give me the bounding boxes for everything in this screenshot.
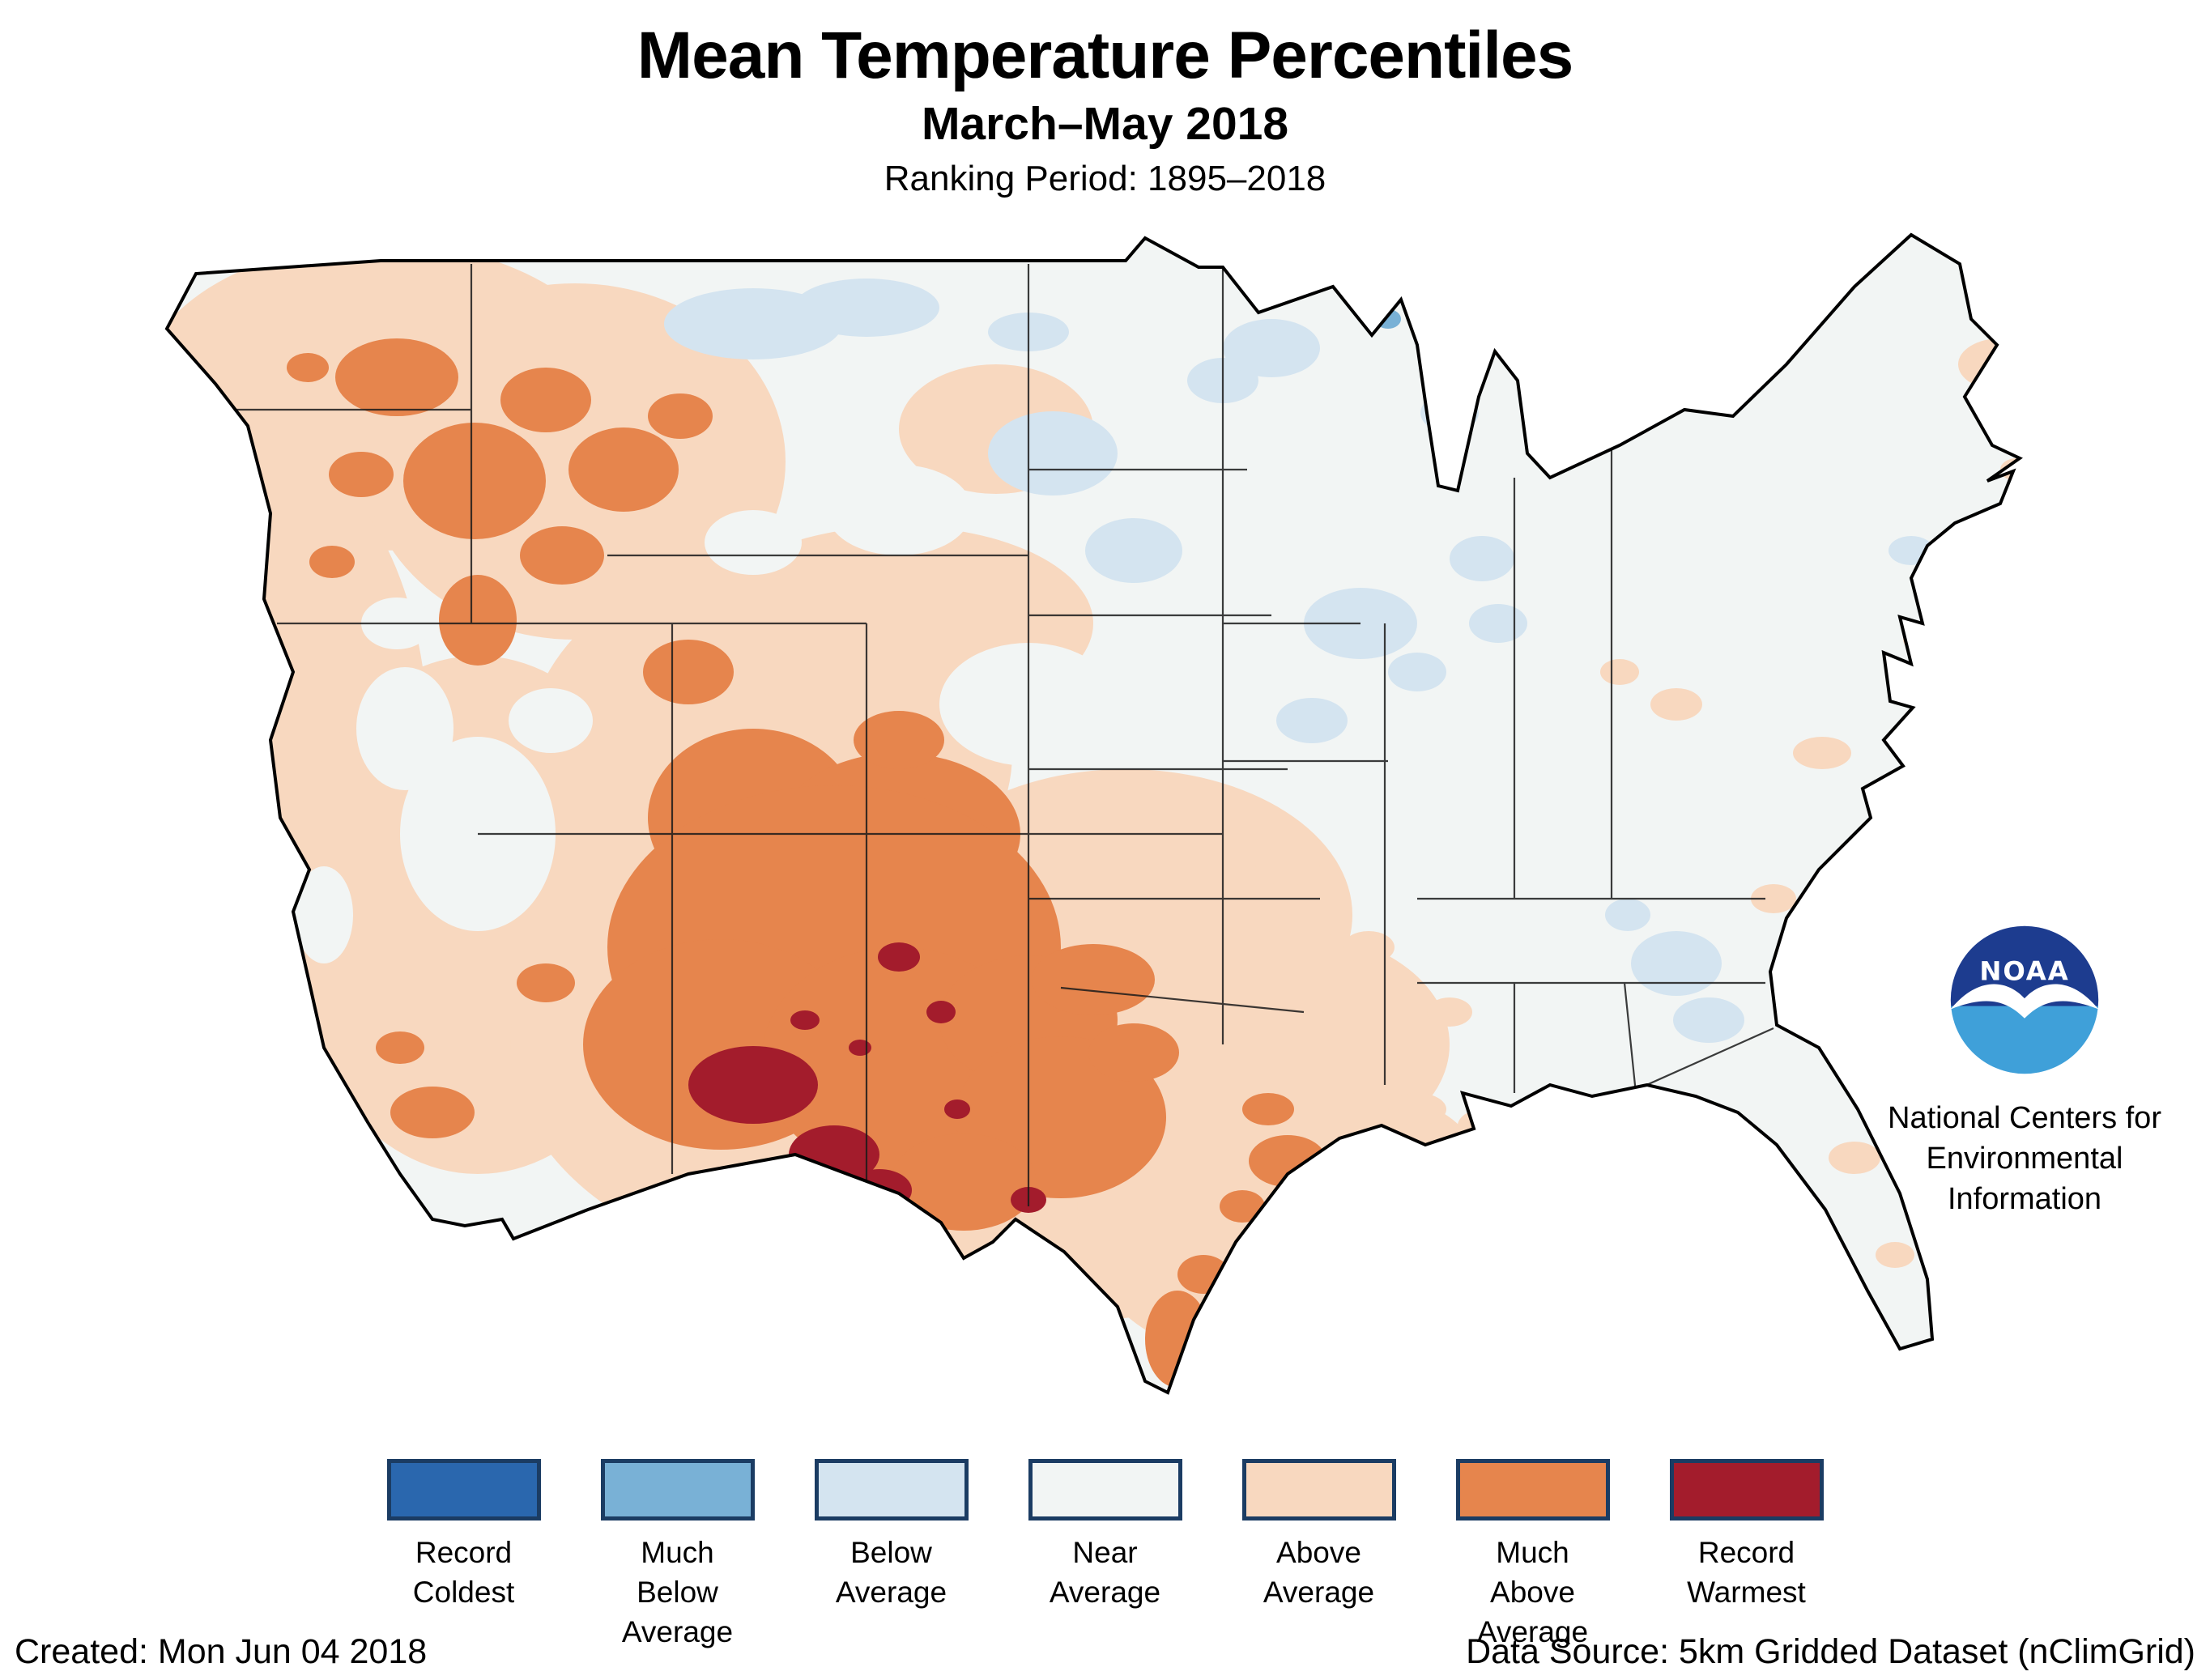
legend-swatch xyxy=(814,1459,969,1521)
legend-swatch xyxy=(1241,1459,1396,1521)
legend-label: Record Coldest xyxy=(412,1536,515,1609)
page-subtitle: March–May 2018 xyxy=(921,98,1289,151)
legend-label: Above Average xyxy=(1263,1536,1375,1609)
legend-item-record-warmest: Record Warmest xyxy=(1667,1459,1827,1652)
legend-label: Near Average xyxy=(1049,1536,1161,1609)
legend-item-much-above-average: Much Above Average xyxy=(1453,1459,1613,1652)
percentile-legend: Record Coldest Much Below Average Below … xyxy=(0,1459,2210,1652)
legend-swatch xyxy=(1028,1459,1182,1521)
legend-swatch xyxy=(600,1459,755,1521)
legend-item-record-coldest: Record Coldest xyxy=(384,1459,544,1652)
page-title: Mean Temperature Percentiles xyxy=(637,19,1573,92)
noaa-logo-text: NOAA xyxy=(1979,955,2069,986)
legend-label: Much Below Average xyxy=(621,1536,734,1648)
state-borders xyxy=(235,264,1774,1206)
noaa-caption: National Centers for Environmental Infor… xyxy=(1888,1101,2161,1217)
legend-swatch xyxy=(386,1459,541,1521)
legend-swatch xyxy=(1669,1459,1824,1521)
us-percentile-map xyxy=(165,233,2021,1394)
map-header: Mean Temperature Percentiles March–May 2… xyxy=(0,19,2210,198)
legend-item-below-average: Below Average xyxy=(811,1459,972,1652)
noaa-logo-icon: NOAA xyxy=(1950,925,2099,1074)
data-source: Data Source: 5km Gridded Dataset (nClimG… xyxy=(1466,1632,2195,1671)
noaa-attribution: NOAA National Centers for Environmental … xyxy=(1854,923,2195,1219)
legend-label: Record Warmest xyxy=(1687,1536,1806,1609)
legend-label: Below Average xyxy=(835,1536,947,1609)
us-map-container xyxy=(121,202,2065,1433)
legend-item-much-below-average: Much Below Average xyxy=(598,1459,758,1652)
legend-label: Much Above Average xyxy=(1476,1536,1589,1648)
legend-swatch xyxy=(1455,1459,1610,1521)
ranking-period: Ranking Period: 1895–2018 xyxy=(884,158,1326,198)
legend-item-above-average: Above Average xyxy=(1239,1459,1399,1652)
created-date: Created: Mon Jun 04 2018 xyxy=(15,1632,428,1671)
legend-item-near-average: Near Average xyxy=(1025,1459,1186,1652)
